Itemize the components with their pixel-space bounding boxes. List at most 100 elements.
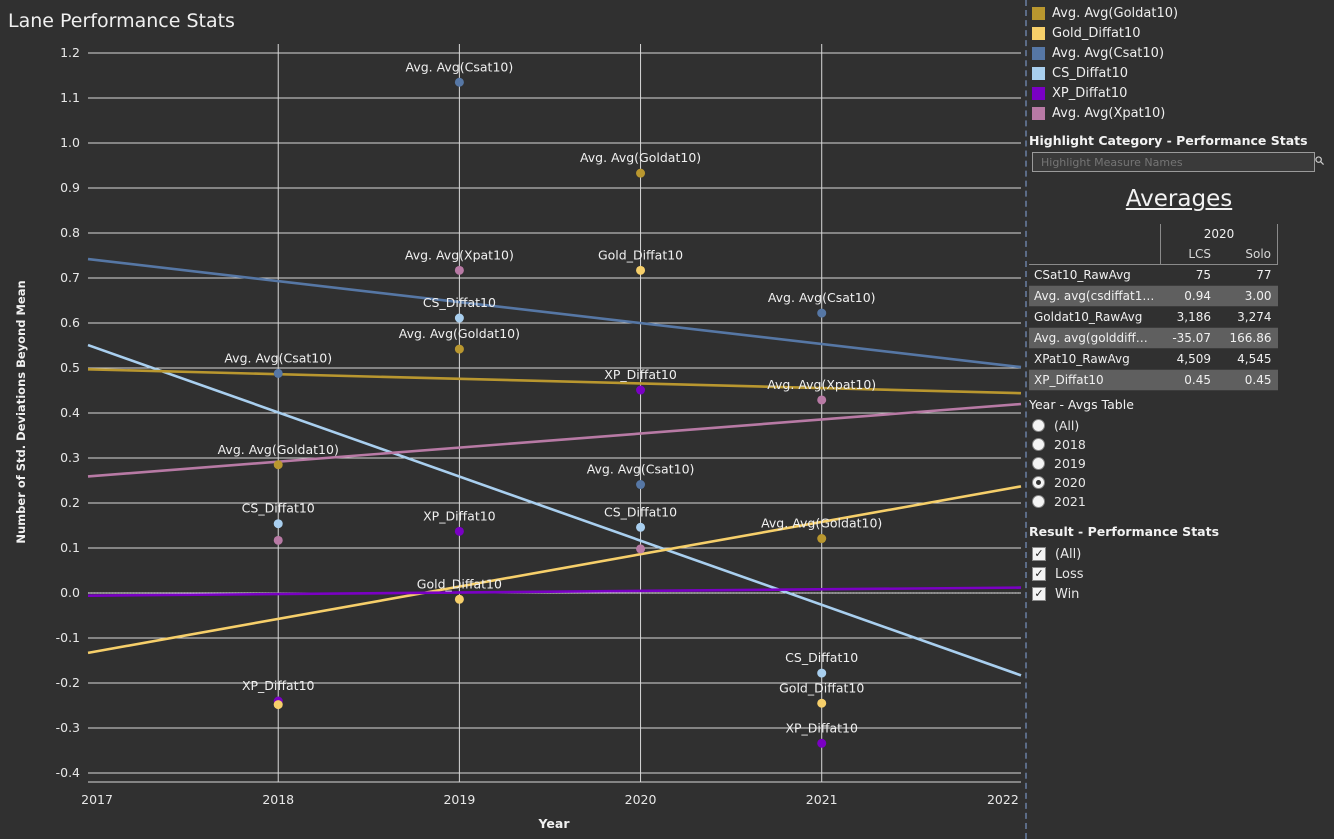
cell-solo: 77: [1217, 264, 1278, 286]
year-option[interactable]: (All): [1032, 416, 1079, 434]
y-tick-label: 0.8: [60, 225, 80, 240]
data-point[interactable]: [636, 544, 646, 554]
data-label: XP_Diffat10: [604, 367, 677, 382]
radio-button[interactable]: [1032, 494, 1045, 508]
data-point[interactable]: [454, 313, 464, 323]
highlight-search-input[interactable]: [1032, 152, 1315, 172]
data-point[interactable]: [454, 265, 464, 275]
trend-line: [87, 402, 1022, 478]
data-point[interactable]: [454, 77, 464, 87]
row-label: XPat10_RawAvg: [1029, 348, 1161, 370]
data-label: Gold_Diffat10: [779, 680, 864, 695]
data-label: Avg. Avg(Goldat10): [218, 442, 339, 457]
legend-item[interactable]: Avg. Avg(Csat10): [1032, 45, 1164, 61]
data-label: Avg. Avg(Xpat10): [767, 377, 876, 392]
cell-solo: 4,545: [1217, 348, 1278, 370]
data-label: CS_Diffat10: [785, 650, 858, 665]
legend-item[interactable]: CS_Diffat10: [1032, 65, 1128, 81]
legend-item[interactable]: Avg. Avg(Goldat10): [1032, 5, 1178, 21]
data-label: CS_Diffat10: [604, 504, 677, 519]
x-axis-title: Year: [538, 816, 571, 831]
data-point[interactable]: [454, 526, 464, 536]
row-label: Avg. avg(csdiffat10) ..: [1029, 285, 1161, 307]
checkbox[interactable]: ✓: [1032, 587, 1046, 601]
data-point[interactable]: [273, 535, 283, 545]
result-option[interactable]: ✓ (All): [1032, 545, 1081, 563]
table-row: Avg. avg(csdiffat10) .. 0.94 3.00: [1029, 285, 1278, 307]
result-option[interactable]: ✓ Loss: [1032, 565, 1084, 583]
x-tick-label: 2019: [443, 792, 475, 807]
result-option-label: Win: [1055, 586, 1080, 602]
y-tick-label: 0.6: [60, 315, 80, 330]
data-point[interactable]: [273, 368, 283, 378]
data-point[interactable]: [454, 594, 464, 604]
data-point[interactable]: [273, 460, 283, 470]
cell-solo: 3.00: [1217, 285, 1278, 307]
y-tick-label: 0.9: [60, 180, 80, 195]
result-option[interactable]: ✓ Win: [1032, 585, 1079, 603]
table-row: XP_Diffat10 0.45 0.45: [1029, 369, 1278, 391]
x-tick-label: 2020: [625, 792, 657, 807]
cell-solo: 3,274: [1217, 306, 1278, 328]
row-label: Goldat10_RawAvg: [1029, 306, 1161, 328]
col-solo-header: Solo: [1217, 244, 1278, 265]
result-filter-title: Result - Performance Stats: [1029, 524, 1220, 539]
radio-button[interactable]: [1032, 456, 1045, 470]
radio-button[interactable]: [1032, 418, 1045, 432]
y-tick-label: -0.4: [56, 765, 80, 780]
data-point[interactable]: [636, 480, 646, 490]
trend-line: [87, 586, 1022, 597]
data-point[interactable]: [636, 522, 646, 532]
result-option-label: Loss: [1055, 566, 1084, 582]
year-option[interactable]: 2021: [1032, 492, 1086, 510]
data-point[interactable]: [817, 698, 827, 708]
data-point[interactable]: [454, 344, 464, 354]
data-label: Avg. Avg(Csat10): [768, 290, 876, 305]
scatter-chart[interactable]: -0.4 -0.3 -0.2 -0.1 0.0 0.1 0.2 0.3 0.4 0.5 0.6 0.7…: [0, 0, 1025, 839]
year-option[interactable]: 2019: [1032, 454, 1086, 472]
checkbox[interactable]: ✓: [1032, 567, 1046, 581]
data-point[interactable]: [817, 534, 827, 544]
legend-label: Avg. Avg(Goldat10): [1052, 5, 1179, 21]
data-point[interactable]: [636, 168, 646, 178]
data-point[interactable]: [817, 668, 827, 678]
radio-button[interactable]: [1032, 475, 1045, 489]
checkbox[interactable]: ✓: [1032, 547, 1046, 561]
trend-line: [87, 343, 1022, 677]
data-point[interactable]: [817, 395, 827, 405]
cell-lcs: 0.94: [1160, 285, 1217, 307]
year-option[interactable]: 2020: [1032, 473, 1086, 491]
data-point[interactable]: [273, 700, 283, 710]
data-label: Avg. Avg(Goldat10): [399, 326, 520, 341]
y-tick-label: 0.1: [60, 540, 80, 555]
data-label: Avg. Avg(Xpat10): [405, 247, 514, 262]
table-row: Avg. avg(golddiffat1.. -35.07 166.86: [1029, 327, 1278, 349]
data-point[interactable]: [636, 265, 646, 275]
data-label: Avg. Avg(Csat10): [406, 59, 514, 74]
legend-item[interactable]: XP_Diffat10: [1032, 85, 1127, 101]
averages-table: 2020 LCS Solo CSat10_RawAvg 75 77 Avg. a…: [1029, 224, 1278, 391]
data-label: Avg. Avg(Csat10): [224, 350, 332, 365]
legend-item[interactable]: Gold_Diffat10: [1032, 25, 1141, 41]
x-tick-label: 2017: [81, 792, 113, 807]
y-tick-label: -0.3: [56, 720, 80, 735]
legend-item[interactable]: Avg. Avg(Xpat10): [1032, 105, 1165, 121]
highlight-title: Highlight Category - Performance Stats: [1029, 133, 1308, 148]
data-point[interactable]: [273, 519, 283, 529]
y-tick-label: 1.0: [60, 135, 80, 150]
data-point[interactable]: [636, 385, 646, 395]
radio-button[interactable]: [1032, 437, 1045, 451]
year-option[interactable]: 2018: [1032, 435, 1086, 453]
legend-label: Gold_Diffat10: [1052, 25, 1141, 41]
trend-line: [87, 485, 1022, 655]
data-point[interactable]: [817, 308, 827, 318]
y-tick-label: 0.5: [60, 360, 80, 375]
cell-lcs: 0.45: [1160, 369, 1217, 391]
col-lcs-header: LCS: [1188, 247, 1211, 261]
data-point[interactable]: [817, 738, 827, 748]
search-icon[interactable]: [1315, 156, 1324, 165]
data-label: Avg. Avg(Goldat10): [761, 516, 882, 531]
year-option-label: 2020: [1054, 474, 1086, 490]
year-option-label: 2021: [1054, 493, 1086, 509]
row-label: Avg. avg(golddiffat1..: [1029, 327, 1161, 349]
